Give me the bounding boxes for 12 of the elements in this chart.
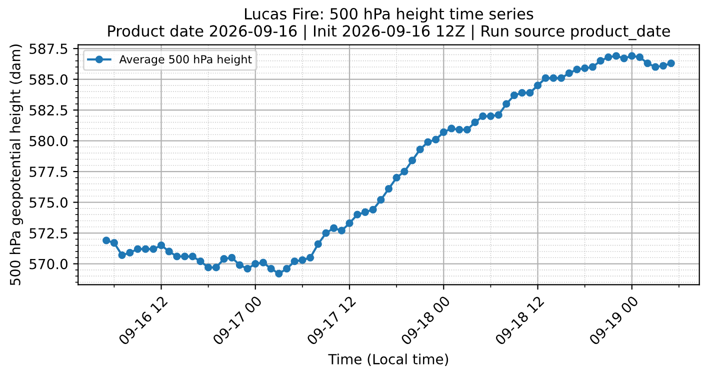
y-tick-label: 587.5 [30, 44, 68, 54]
y-axis-title: 500 hPa geopotential height (dam) [10, 44, 24, 286]
y-tick-label: 582.5 [30, 105, 68, 116]
y-tick-label: 572.5 [30, 228, 68, 239]
chart-title: Lucas Fire: 500 hPa height time series Product date 2026-09-16 | Init 2026-09-16 12Z | Run source product_date [108, 8, 670, 40]
y-tick-label: 575.0 [30, 197, 68, 208]
y-tick-label: 577.5 [30, 166, 68, 178]
y-tick-label: 580.0 [30, 136, 68, 146]
legend-label: Average 500 hPa height [119, 54, 252, 66]
y-tick-label: 570.0 [30, 258, 68, 270]
x-axis-title: Time (Local time) [328, 354, 448, 366]
y-tick-label: 585.0 [30, 74, 68, 85]
